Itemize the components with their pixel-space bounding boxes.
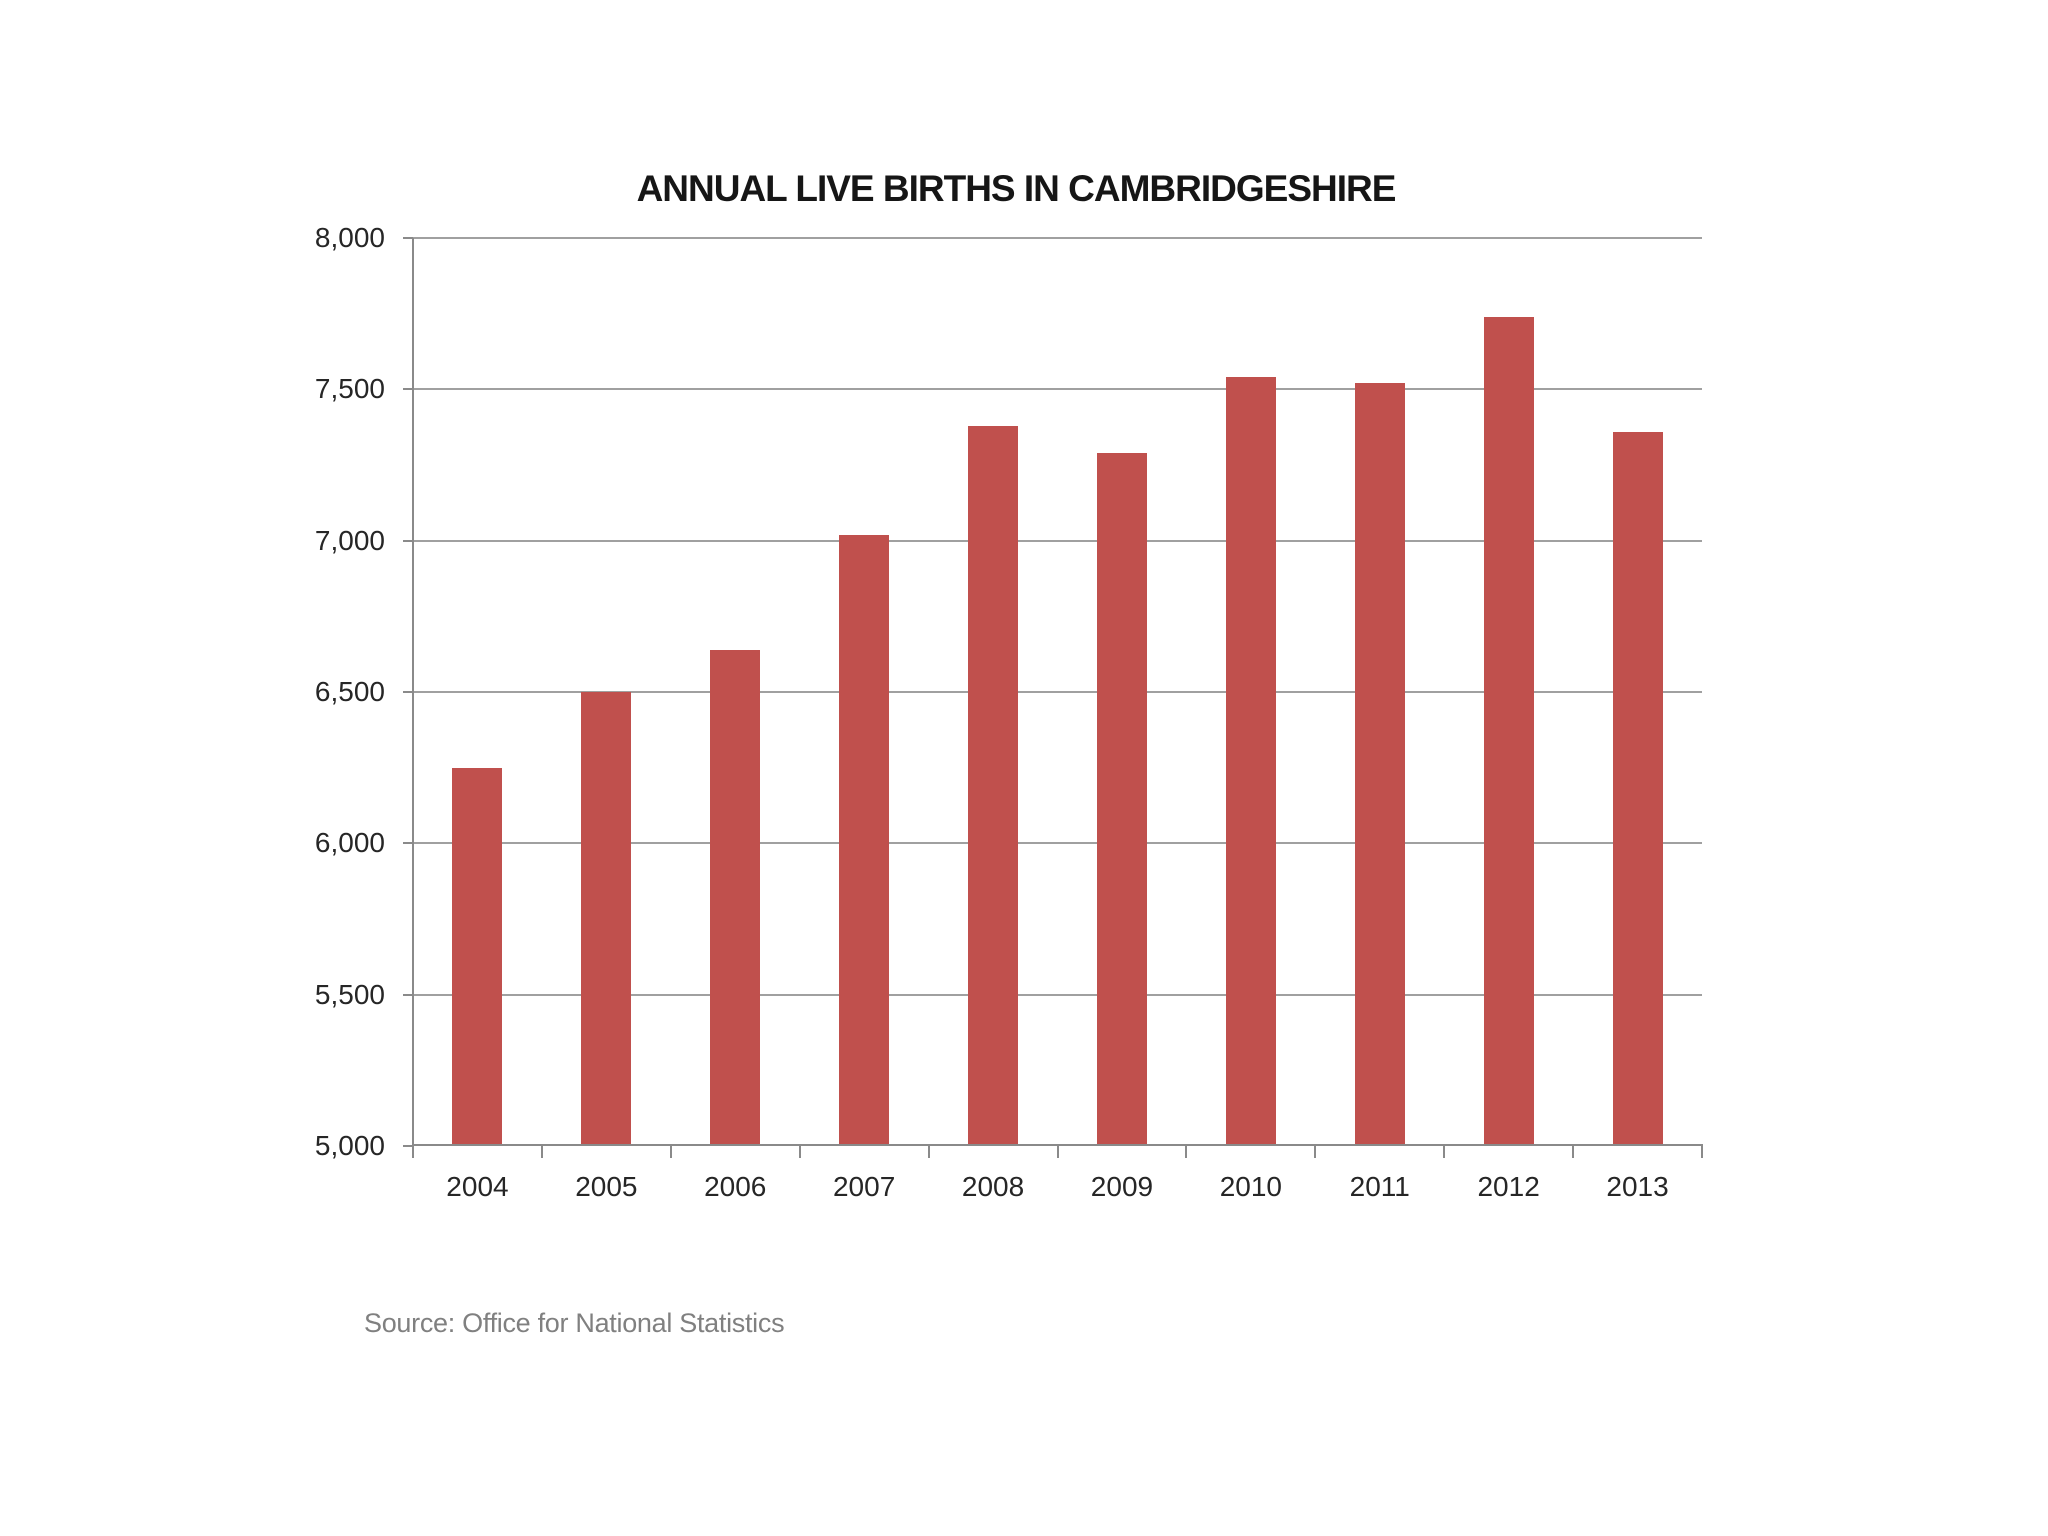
x-axis-label: 2009 bbox=[1090, 1171, 1154, 1202]
gridline bbox=[413, 237, 1702, 239]
bar-2004 bbox=[452, 767, 503, 1146]
x-axis-label: 2011 bbox=[1349, 1171, 1410, 1202]
y-axis-tick bbox=[403, 691, 413, 693]
chart-title: ANNUAL LIVE BIRTHS IN CAMBRIDGESHIRE bbox=[636, 168, 1397, 209]
bar-2006 bbox=[710, 649, 761, 1146]
x-axis-tick bbox=[1314, 1144, 1317, 1158]
y-axis-tick bbox=[403, 237, 413, 239]
x-axis-label: 2007 bbox=[832, 1171, 896, 1202]
gridline bbox=[413, 993, 1702, 996]
bar-2011 bbox=[1354, 383, 1405, 1146]
y-axis-label: 7,000 bbox=[314, 524, 385, 556]
x-axis-label: 2004 bbox=[446, 1171, 509, 1202]
bar-2013 bbox=[1612, 431, 1663, 1146]
bar-2012 bbox=[1483, 316, 1534, 1146]
y-axis-tick bbox=[403, 1145, 413, 1147]
y-axis-label: 5,500 bbox=[314, 978, 385, 1010]
x-axis-tick bbox=[1701, 1144, 1703, 1158]
y-axis-tick bbox=[403, 539, 413, 542]
x-axis-tick bbox=[1443, 1144, 1446, 1158]
x-axis-label: 2005 bbox=[575, 1171, 638, 1202]
gridline bbox=[413, 388, 1702, 391]
y-axis-tick bbox=[403, 993, 413, 996]
x-axis-label: 2012 bbox=[1477, 1171, 1540, 1202]
x-axis-tick bbox=[669, 1144, 672, 1158]
x-axis-tick bbox=[927, 1144, 930, 1158]
source-caption: Source: Office for National Statistics bbox=[364, 1308, 785, 1338]
x-axis-label: 2013 bbox=[1606, 1171, 1669, 1202]
y-axis-label: 6,000 bbox=[314, 827, 385, 859]
y-axis-tick bbox=[403, 842, 413, 845]
x-axis-tick bbox=[412, 1144, 414, 1158]
y-axis-label: 8,000 bbox=[314, 222, 385, 253]
y-axis-label: 7,500 bbox=[314, 373, 385, 405]
x-axis-tick bbox=[1185, 1144, 1188, 1158]
bar-2007 bbox=[839, 534, 890, 1146]
bar-2005 bbox=[581, 692, 632, 1146]
bar-2010 bbox=[1225, 377, 1276, 1146]
y-axis-line bbox=[412, 238, 414, 1146]
x-axis-label: 2006 bbox=[704, 1171, 767, 1202]
y-axis-label: 6,500 bbox=[314, 676, 385, 707]
bar-2009 bbox=[1096, 452, 1147, 1146]
x-axis-label: 2008 bbox=[961, 1171, 1025, 1202]
x-axis-label: 2010 bbox=[1219, 1171, 1282, 1202]
y-axis-label: 5,000 bbox=[314, 1130, 385, 1161]
x-axis-tick bbox=[540, 1144, 543, 1158]
plot-area bbox=[412, 237, 1702, 1146]
x-axis-tick bbox=[798, 1144, 801, 1158]
gridline bbox=[413, 691, 1702, 693]
x-axis-tick bbox=[1572, 1144, 1575, 1158]
y-axis-tick bbox=[403, 388, 413, 391]
gridline bbox=[413, 842, 1702, 845]
bar-2008 bbox=[968, 425, 1019, 1146]
gridline bbox=[413, 539, 1702, 542]
x-axis-tick bbox=[1056, 1144, 1059, 1158]
